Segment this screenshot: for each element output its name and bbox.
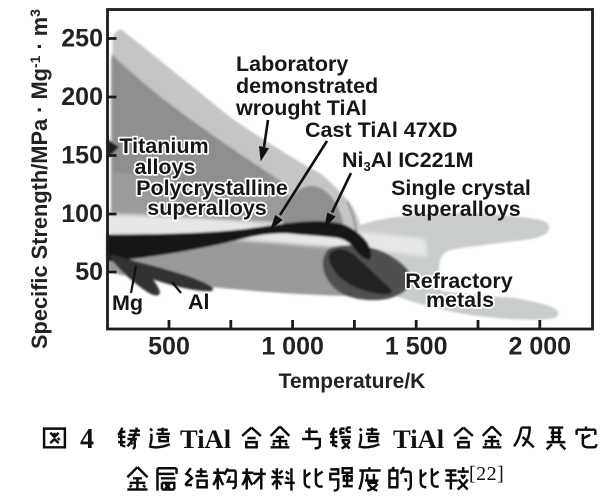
svg-text:Mg: Mg <box>112 291 143 315</box>
svg-text:150: 150 <box>61 142 103 170</box>
svg-text:wrought TiAl: wrought TiAl <box>235 96 367 120</box>
svg-text:Temperature/K: Temperature/K <box>279 370 426 393</box>
svg-text:Polycrystalline: Polycrystalline <box>136 176 288 200</box>
svg-text:Titanium: Titanium <box>119 134 208 158</box>
svg-text:TiAl: TiAl <box>393 424 444 454</box>
svg-text:4: 4 <box>80 424 94 455</box>
svg-text:200: 200 <box>61 83 103 111</box>
svg-text:Al: Al <box>188 290 210 314</box>
svg-text:2 000: 2 000 <box>509 333 572 361</box>
svg-text:250: 250 <box>61 25 103 53</box>
svg-text:Ni3Al IC221M: Ni3Al IC221M <box>342 148 474 174</box>
svg-text:[22]: [22] <box>469 463 504 485</box>
svg-text:1 500: 1 500 <box>385 333 448 361</box>
svg-text:50: 50 <box>75 258 103 286</box>
svg-text:Refractory: Refractory <box>405 269 513 293</box>
svg-text:TiAl: TiAl <box>180 424 231 454</box>
svg-text:Cast TiAl 47XD: Cast TiAl 47XD <box>305 118 458 142</box>
svg-text:metals: metals <box>426 288 494 312</box>
svg-text:alloys: alloys <box>135 155 196 179</box>
svg-text:superalloys: superalloys <box>401 197 521 221</box>
svg-text:demonstrated: demonstrated <box>236 74 378 98</box>
svg-text:Laboratory: Laboratory <box>236 52 348 76</box>
svg-text:100: 100 <box>61 200 103 228</box>
svg-text:500: 500 <box>148 333 190 361</box>
svg-text:1 000: 1 000 <box>261 333 324 361</box>
svg-text:Single crystal: Single crystal <box>391 176 531 200</box>
svg-text:superalloys: superalloys <box>147 196 267 220</box>
